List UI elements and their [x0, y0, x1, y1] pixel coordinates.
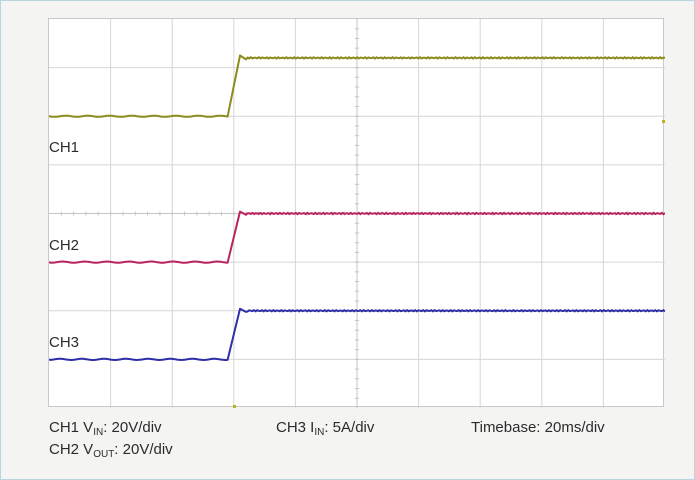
caption-ch2-sub: OUT [93, 449, 115, 460]
trace-ch2 [49, 210, 665, 264]
caption-ch1: CH1 VIN: 20V/div [49, 419, 162, 438]
caption-ch2-prefix: CH2 V [49, 441, 94, 458]
caption-ch2: CH2 VOUT: 20V/div [49, 441, 173, 460]
trace-ch1 [49, 54, 665, 118]
caption-ch3: CH3 IIN: 5A/div [276, 419, 374, 438]
caption-ch1-prefix: CH1 V [49, 419, 94, 436]
caption-ch3-sub: IN [314, 427, 325, 438]
trace-ch3 [49, 307, 665, 361]
caption-ch3-prefix: CH3 I [276, 419, 315, 436]
trigger-marker [233, 405, 236, 408]
trace-label-ch1: CH1 [49, 139, 80, 156]
trace-label-ch2: CH2 [49, 237, 80, 254]
caption-ch1-sub: IN [93, 427, 104, 438]
level-marker [662, 120, 665, 123]
caption-ch2-suffix: : 20V/div [114, 441, 173, 458]
plot-svg [49, 19, 665, 408]
caption-ch1-suffix: : 20V/div [103, 419, 162, 436]
oscilloscope-plot [48, 18, 665, 408]
trace-label-ch3: CH3 [49, 334, 80, 351]
caption-ch3-suffix: : 5A/div [324, 419, 375, 436]
caption-timebase: Timebase: 20ms/div [471, 419, 605, 436]
